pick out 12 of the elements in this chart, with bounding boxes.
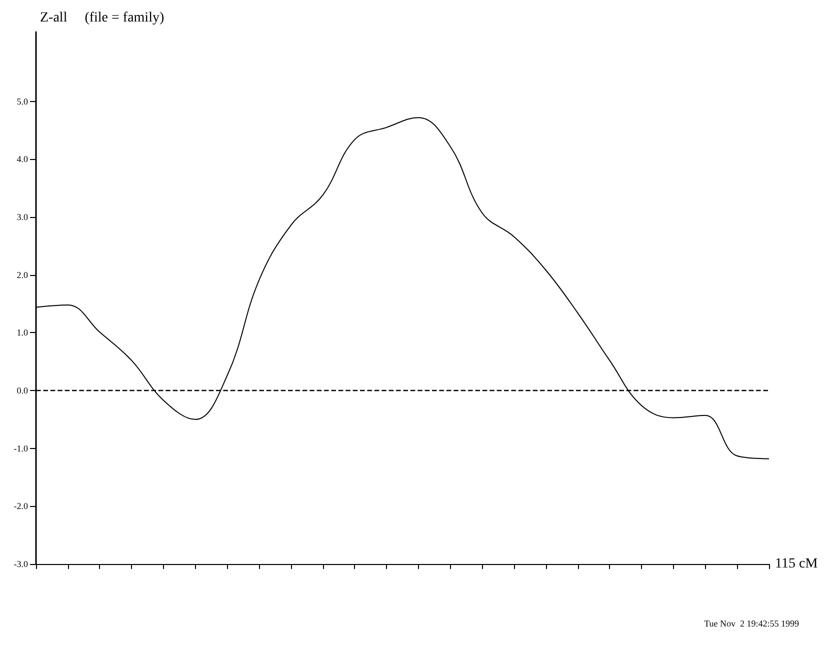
chart-title: Z-all (file = family) (40, 10, 164, 26)
y-tick-label: -2.0 (14, 501, 28, 512)
y-tick-label: 2.0 (16, 270, 28, 280)
y-tick-label: 1.0 (16, 328, 28, 338)
y-tick-label: 4.0 (16, 154, 28, 164)
y-tick-label: 0.0 (16, 386, 28, 396)
y-tick-label: 5.0 (16, 96, 28, 106)
text: Tue Nov 2 19:42:55 1999 (704, 618, 800, 628)
y-tick-label: 3.0 (16, 212, 28, 222)
y-tick-label: -1.0 (14, 443, 28, 454)
x-axis-title: 115 cM (775, 556, 818, 572)
y-tick-label: -3.0 (14, 559, 28, 569)
